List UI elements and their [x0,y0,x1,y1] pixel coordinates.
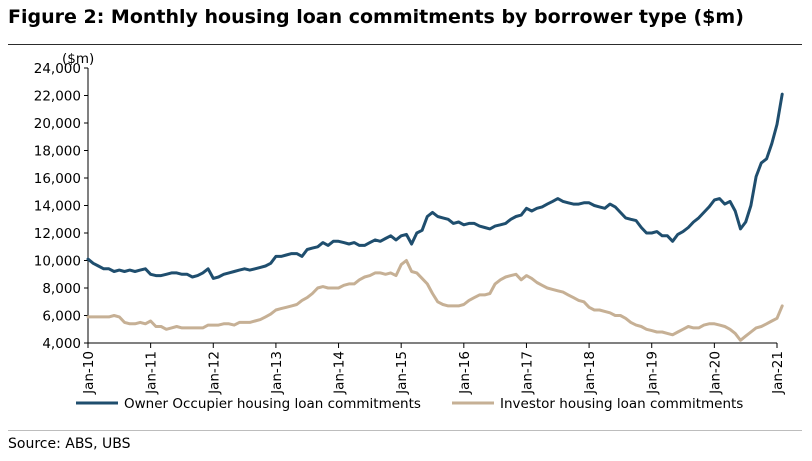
y-tick-label: 8,000 [42,281,81,297]
x-tick-label: Jan-19 [645,351,661,395]
y-tick-label: 24,000 [34,61,81,77]
x-tick-label: Jan-11 [144,351,160,395]
y-tick-label: 12,000 [34,226,81,242]
x-tick-label: Jan-10 [81,351,97,395]
series-lines [86,92,784,342]
series-line-0 [86,92,784,280]
x-tick-label: Jan-17 [519,351,535,395]
x-tick-label: Jan-14 [332,351,348,395]
y-tick-label: 18,000 [34,144,81,160]
legend: Owner Occupier housing loan commitments I… [76,396,743,412]
y-tick-label: 14,000 [34,199,81,215]
y-axis-unit-label: ($m) [62,51,94,67]
y-axis: 4,000 6,000 8,000 10,000 12,000 14,000 16,000 1… [34,61,89,352]
x-tick-label: Jan-21 [770,351,786,395]
series-line-1 [86,259,784,342]
x-axis: Jan-10 Jan-11 Jan-12 Jan-13 Jan-14 Jan-15 Jan-… [81,342,786,395]
source-note: Source: ABS, UBS [8,436,131,452]
x-tick-label: Jan-13 [269,351,285,395]
x-tick-label: Jan-15 [394,351,410,395]
source-divider [8,430,802,431]
y-tick-label: 22,000 [34,89,81,105]
legend-label: Owner Occupier housing loan commitments [124,396,421,412]
x-tick-label: Jan-12 [206,351,222,395]
y-tick-label: 4,000 [42,336,81,352]
line-chart: 4,000 6,000 8,000 10,000 12,000 14,000 16,000 1… [34,51,786,412]
y-tick-label: 6,000 [42,309,81,325]
chart-title: Figure 2: Monthly housing loan commitmen… [8,6,744,28]
x-tick-label: Jan-20 [707,351,723,395]
y-tick-label: 10,000 [34,254,81,270]
y-tick-label: 16,000 [34,171,81,187]
x-tick-label: Jan-16 [457,351,473,395]
y-tick-label: 20,000 [34,116,81,132]
legend-label: Investor housing loan commitments [500,396,743,412]
title-divider [8,44,802,45]
x-tick-label: Jan-18 [582,351,598,395]
